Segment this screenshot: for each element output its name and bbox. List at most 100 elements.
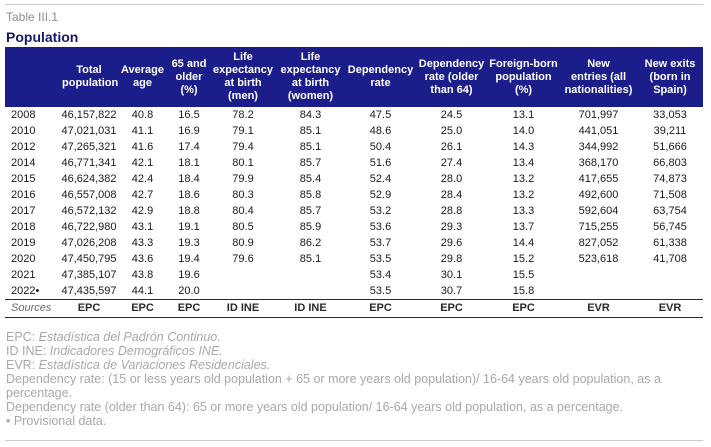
table-cell: 492,600 (578, 189, 619, 201)
table-cell: 523,618 (578, 253, 619, 265)
table-cell: 13.1 (512, 109, 535, 121)
table-cell: 25.0 (440, 125, 463, 137)
column-header (5, 47, 61, 107)
table-row: 2012 47,265,321 41.6 17.4 79.4 85.1 50.4 26.1 14… (5, 139, 703, 155)
table-cell: 79.4 (232, 141, 254, 153)
table-cell: 17.4 (178, 141, 200, 153)
table-cell: 46,722,980 (61, 221, 117, 233)
table-cell: 46,157,822 (61, 109, 117, 121)
table-cell: 47,265,321 (61, 141, 117, 153)
table-cell: 42.1 (131, 157, 154, 169)
table-row: 2019 47,026,208 43.3 19.3 80.9 86.2 53.7 29.6 14… (5, 235, 703, 251)
table-cell: 13.2 (512, 189, 535, 201)
table-cell: 417,655 (578, 173, 619, 185)
table-cell: 19.4 (178, 253, 200, 265)
table-cell (276, 267, 345, 283)
source-cell: EPC (487, 299, 560, 318)
table-cell: 53.5 (369, 285, 392, 297)
table-cell (210, 267, 276, 283)
table-cell: 33,053 (653, 109, 687, 121)
table-row: 2017 46,572,132 42.9 18.8 80.4 85.7 53.2 28.8 13… (5, 203, 703, 219)
table-cell: 42.7 (131, 189, 154, 201)
table-cell: 53.5 (369, 253, 392, 265)
table-cell: 84.3 (299, 109, 322, 121)
table-row: 2021 47,385,107 43.8 19.6 53.4 30.1 15.5 (5, 267, 703, 283)
row-year: 2018 (11, 221, 36, 233)
table-cell: 43.6 (131, 253, 154, 265)
table-cell: 66,803 (653, 157, 687, 169)
table-cell: 30.1 (440, 269, 463, 281)
table-cell: 47.5 (369, 109, 392, 121)
table-cell: 368,170 (578, 157, 619, 169)
table-cell: 13.2 (512, 173, 535, 185)
footnote-evr: EVR: Estadística de Variaciones Residenc… (6, 358, 271, 372)
top-divider (5, 4, 703, 5)
table-cell: 28.8 (440, 205, 463, 217)
table-cell: 29.8 (440, 253, 463, 265)
footnote-provisional: • Provisional data. (6, 414, 107, 428)
table-cell: 19.6 (178, 269, 200, 281)
table-cell: 43.8 (131, 269, 154, 281)
table-cell: 51.6 (369, 157, 392, 169)
table-cell: 14.3 (512, 141, 535, 153)
table-cell: 85.7 (299, 205, 322, 217)
table-cell: 78.2 (232, 109, 254, 121)
source-cell: ID INE (276, 299, 345, 318)
table-cell: 28.4 (440, 189, 463, 201)
table-cell: 40.8 (131, 109, 154, 121)
table-cell: 80.3 (232, 189, 254, 201)
table-row: 2016 46,557,008 42.7 18.6 80.3 85.8 52.9 28.4 13… (5, 187, 703, 203)
table-cell: 63,754 (653, 205, 687, 217)
column-header: Dependency rate (older than 64) (416, 47, 487, 107)
table-cell: 26.1 (440, 141, 463, 153)
footnote-dependency-older: Dependency rate (older than 64): 65 or m… (6, 400, 624, 414)
table-cell: 85.7 (299, 157, 322, 169)
row-year: 2010 (11, 125, 36, 137)
row-year: 2014 (11, 157, 36, 169)
table-cell: 85.1 (299, 125, 322, 137)
table-cell: 43.3 (131, 237, 154, 249)
table-cell: 18.8 (178, 205, 200, 217)
table-cell: 47,435,597 (61, 285, 117, 297)
table-cell: 18.4 (178, 173, 200, 185)
table-cell: 28.0 (440, 173, 463, 185)
table-cell: 47,026,208 (61, 237, 117, 249)
table-cell: 53.2 (369, 205, 392, 217)
table-cell: 79.1 (232, 125, 254, 137)
table-cell: 14.0 (512, 125, 535, 137)
table-cell: 19.3 (178, 237, 200, 249)
table-cell: 715,255 (578, 221, 619, 233)
row-year: 2017 (11, 205, 36, 217)
table-body: 2008 46,157,822 40.8 16.5 78.2 84.3 47.5 24.5 13… (5, 107, 703, 318)
row-year: 2016 (11, 189, 36, 201)
table-row: 2020 47,450,795 43.6 19.4 79.6 85.1 53.5 29.8 15… (5, 251, 703, 267)
table-cell: 44.1 (131, 285, 154, 297)
column-header: New entries (all nationalities) (560, 47, 637, 107)
table-cell: 79.9 (232, 173, 254, 185)
table-cell: 46,572,132 (61, 205, 117, 217)
row-year: 2020 (11, 253, 36, 265)
table-cell: 827,052 (578, 237, 619, 249)
table-cell: 701,997 (578, 109, 619, 121)
table-cell: 50.4 (369, 141, 392, 153)
table-cell: 71,508 (653, 189, 687, 201)
table-cell: 13.4 (512, 157, 535, 169)
table-cell (210, 283, 276, 300)
column-header: New exits (born in Spain) (637, 47, 703, 107)
source-cell: EVR (560, 299, 637, 318)
row-year: 2022• (11, 285, 40, 297)
population-table: Total population Average age 65 and older … (5, 47, 703, 318)
row-year: 2015 (11, 173, 36, 185)
table-row: 2015 46,624,382 42.4 18.4 79.9 85.4 52.4 28.0 13… (5, 171, 703, 187)
table-cell: 16.9 (178, 125, 200, 137)
table-row: 2022• 47,435,597 44.1 20.0 53.5 30.7 15.8 (5, 283, 703, 300)
table-cell: 15.5 (512, 269, 535, 281)
table-cell: 15.2 (512, 253, 535, 265)
table-cell: 74,873 (653, 173, 687, 185)
table-cell: 18.6 (178, 189, 200, 201)
table-cell: 29.6 (440, 237, 463, 249)
table-cell: 85.4 (299, 173, 322, 185)
row-year: 2008 (11, 109, 36, 121)
table-cell: 29.3 (440, 221, 463, 233)
